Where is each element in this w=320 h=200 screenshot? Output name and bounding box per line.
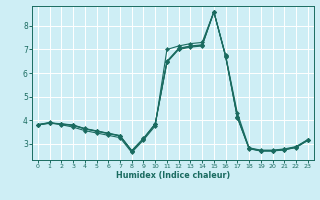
X-axis label: Humidex (Indice chaleur): Humidex (Indice chaleur) [116, 171, 230, 180]
